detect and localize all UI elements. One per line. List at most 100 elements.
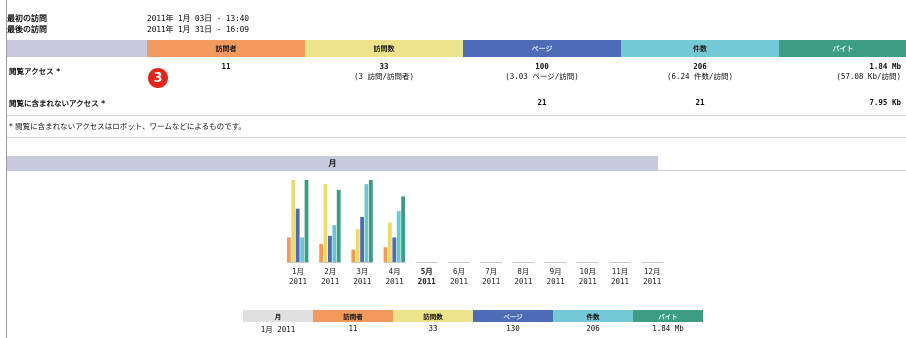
- tick-label-year: 2011: [482, 277, 500, 286]
- bar-1-series-2: [291, 180, 296, 262]
- not-viewed-bandwidth-value: 7.95 Kb: [869, 98, 901, 107]
- bar-3-series-3: [360, 216, 364, 262]
- tick-label-month: 2月: [324, 267, 336, 276]
- bar-1-series-5: [304, 180, 309, 262]
- bar-3-series-4: [364, 184, 369, 262]
- tick-label-year: 2011: [418, 277, 437, 286]
- table-cell-visitors: 11: [348, 324, 358, 333]
- table-cell-bandwidth: 1.84 Mb: [652, 324, 684, 333]
- table-cell-month: 1月 2011: [260, 325, 296, 334]
- tick-label-year: 2011: [579, 277, 597, 286]
- header-hits: 件数: [621, 40, 779, 57]
- viewed-bandwidth-value: 1.84 Mb: [869, 62, 901, 71]
- viewed-visits-value: 33: [379, 62, 389, 71]
- table-row: 1月 2011 11 33 130 206 1.84 Mb: [243, 324, 703, 335]
- viewed-visitors: 11: [147, 62, 305, 82]
- table-header-month: 月: [243, 310, 313, 322]
- viewed-visitors-value: 11: [221, 62, 231, 71]
- step-number-badge: 3: [148, 68, 168, 88]
- summary-header: 訪問者 訪問数 ページ 件数 バイト: [7, 40, 906, 57]
- tick-label-month: 12月: [644, 267, 661, 276]
- bar-4-series-4: [396, 211, 401, 262]
- tick-label-month: 6月: [453, 267, 465, 276]
- table-cell-visits: 33: [428, 324, 438, 333]
- bar-3-series-1: [351, 249, 356, 262]
- bar-1-series-3: [295, 208, 300, 262]
- bar-2-series-1: [319, 243, 323, 262]
- not-viewed-visits: [305, 98, 463, 109]
- tick-label-month: 8月: [517, 267, 529, 276]
- viewed-bandwidth: 1.84 Mb (57.08 Kb/訪問): [779, 62, 906, 82]
- bar-4-series-5: [401, 196, 405, 262]
- bar-2-series-3: [328, 235, 332, 262]
- viewed-visits: 33 (3 訪問/訪問者): [305, 62, 463, 82]
- first-visit-row: 最初の訪問 2011年 1月 03日 - 13:40: [7, 13, 249, 24]
- table-header-pages: ページ: [473, 310, 553, 322]
- tick-label-month: 7月: [485, 267, 497, 276]
- tick-label-year: 2011: [386, 277, 404, 286]
- tick-label-month: 3月: [356, 267, 368, 276]
- tick-label-year: 2011: [321, 277, 339, 286]
- tick-label-year: 2011: [643, 277, 661, 286]
- table-header-visits: 訪問数: [393, 310, 473, 322]
- tick-label-month: 1月: [292, 267, 304, 276]
- viewed-traffic-row: 閲覧アクセス * 11 33 (3 訪問/訪問者) 100 (3.03 ページ/訪問…: [7, 62, 906, 82]
- last-visit-label: 最後の訪問: [7, 25, 47, 34]
- viewed-label: 閲覧アクセス *: [9, 67, 61, 76]
- month-section-title: 月: [7, 156, 658, 171]
- bar-3-series-5: [369, 180, 373, 262]
- bar-1-series-4: [300, 237, 304, 262]
- stats-frame: 最初の訪問 2011年 1月 03日 - 13:40 最後の訪問 2011年 1…: [6, 0, 906, 338]
- bar-2-series-4: [332, 225, 337, 262]
- not-viewed-pages-value: 21: [537, 98, 547, 107]
- header-bandwidth: バイト: [779, 40, 906, 57]
- bar-2-series-2: [323, 184, 328, 262]
- header-visits: 訪問数: [305, 40, 463, 57]
- not-viewed-hits: 21: [621, 98, 779, 109]
- tick-label-year: 2011: [353, 277, 371, 286]
- viewed-bandwidth-sub: (57.08 Kb/訪問): [836, 72, 901, 81]
- bar-4-series-3: [392, 237, 397, 262]
- tick-label-month: 4月: [389, 267, 401, 276]
- viewed-pages: 100 (3.03 ページ/訪問): [463, 62, 621, 82]
- viewed-hits: 206 (6.24 件数/訪問): [621, 62, 779, 82]
- note-divider: [7, 137, 906, 138]
- tick-label-year: 2011: [289, 277, 307, 286]
- bar-4-series-1: [383, 247, 388, 262]
- not-viewed-label: 閲覧に含まれないアクセス *: [9, 99, 106, 108]
- tick-label-month: 11月: [612, 267, 629, 276]
- last-visit-row: 最後の訪問 2011年 1月 31日 - 16:09: [7, 24, 249, 35]
- tick-label-year: 2011: [450, 277, 468, 286]
- table-cell-hits: 206: [586, 324, 600, 333]
- viewed-visits-sub: (3 訪問/訪問者): [353, 72, 415, 81]
- first-visit-value: 2011年 1月 03日 - 13:40: [147, 14, 249, 23]
- first-visit-label: 最初の訪問: [7, 14, 47, 23]
- tick-label-year: 2011: [514, 277, 532, 286]
- monthly-table-header: 月 訪問者 訪問数 ページ 件数 バイト: [243, 310, 703, 322]
- summary-divider: [7, 115, 906, 116]
- table-header-visitors: 訪問者: [313, 310, 393, 322]
- not-viewed-traffic-row: 閲覧に含まれないアクセス * 21 21 7.95 Kb: [7, 98, 906, 109]
- viewed-pages-value: 100: [535, 62, 549, 71]
- table-header-hits: 件数: [553, 310, 633, 322]
- not-viewed-pages: 21: [463, 98, 621, 109]
- bar-3-series-2: [355, 229, 360, 262]
- month-section-rule: [658, 170, 906, 171]
- bar-1-series-1: [287, 237, 291, 262]
- tick-label-month: 10月: [580, 267, 597, 276]
- table-header-bandwidth: バイト: [633, 310, 703, 322]
- not-viewed-visitors: [147, 98, 305, 109]
- header-pages: ページ: [463, 40, 621, 57]
- viewed-hits-sub: (6.24 件数/訪問): [666, 72, 734, 81]
- bar-2-series-5: [336, 189, 341, 262]
- last-visit-value: 2011年 1月 31日 - 16:09: [147, 25, 249, 34]
- not-viewed-bandwidth: 7.95 Kb: [779, 98, 906, 109]
- tick-label-month: 5月: [421, 267, 433, 276]
- header-visitors: 訪問者: [147, 40, 305, 57]
- table-cell-pages: 130: [506, 324, 520, 333]
- tick-label-year: 2011: [547, 277, 565, 286]
- not-viewed-hits-value: 21: [695, 98, 705, 107]
- viewed-pages-sub: (3.03 ページ/訪問): [505, 72, 579, 81]
- robots-note: * 閲覧に含まれないアクセスはロボット、ワームなどによるものです。: [9, 122, 246, 131]
- monthly-bar-chart: 1月20112月20113月20114月20115月20116月20117月20…: [287, 180, 664, 286]
